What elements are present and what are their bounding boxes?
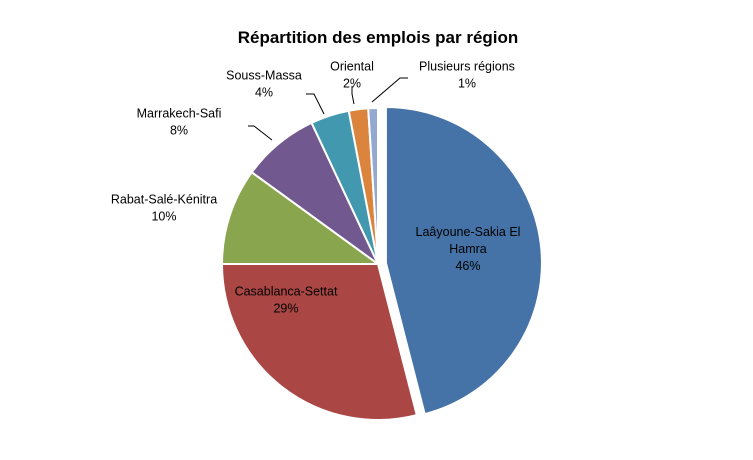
leader-line	[351, 86, 355, 105]
leader-line	[248, 125, 273, 141]
slice-label: Laâyoune-Sakia El Hamra 46%	[416, 225, 521, 273]
pie-slice-la-youne-sakia-el-hamra	[384, 105, 543, 416]
slice-labels: Laâyoune-Sakia El Hamra 46% Casablanca-Sett…	[111, 60, 521, 316]
slice-label: Oriental 2%	[330, 60, 374, 91]
leader-line	[306, 93, 325, 115]
leader-line	[371, 77, 408, 103]
pie-slice-rabat-sal-k-nitra	[220, 170, 382, 265]
pie-slice-plusieurs-r-gions	[367, 106, 379, 265]
slice-label: Casablanca-Settat 29%	[235, 285, 338, 316]
slice-label: Rabat-Salé-Kénitra 10%	[111, 193, 217, 224]
pie-slices	[220, 105, 543, 421]
slice-label: Marrakech-Safi 8%	[137, 107, 222, 138]
pie-slice-casablanca-settat	[220, 263, 419, 421]
slice-label: Souss-Massa 4%	[226, 69, 302, 100]
chart-title: Répartition des emplois par région	[238, 28, 519, 47]
slice-label: Plusieurs régions 1%	[419, 60, 515, 91]
